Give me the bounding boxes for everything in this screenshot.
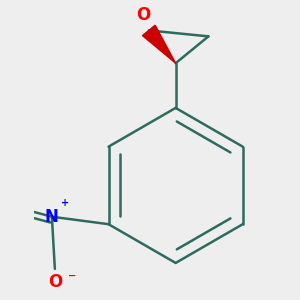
- Text: O: O: [136, 6, 150, 24]
- Text: −: −: [68, 270, 76, 280]
- Polygon shape: [142, 25, 176, 63]
- Text: O: O: [48, 273, 62, 291]
- Text: N: N: [45, 208, 59, 226]
- Text: +: +: [61, 198, 69, 208]
